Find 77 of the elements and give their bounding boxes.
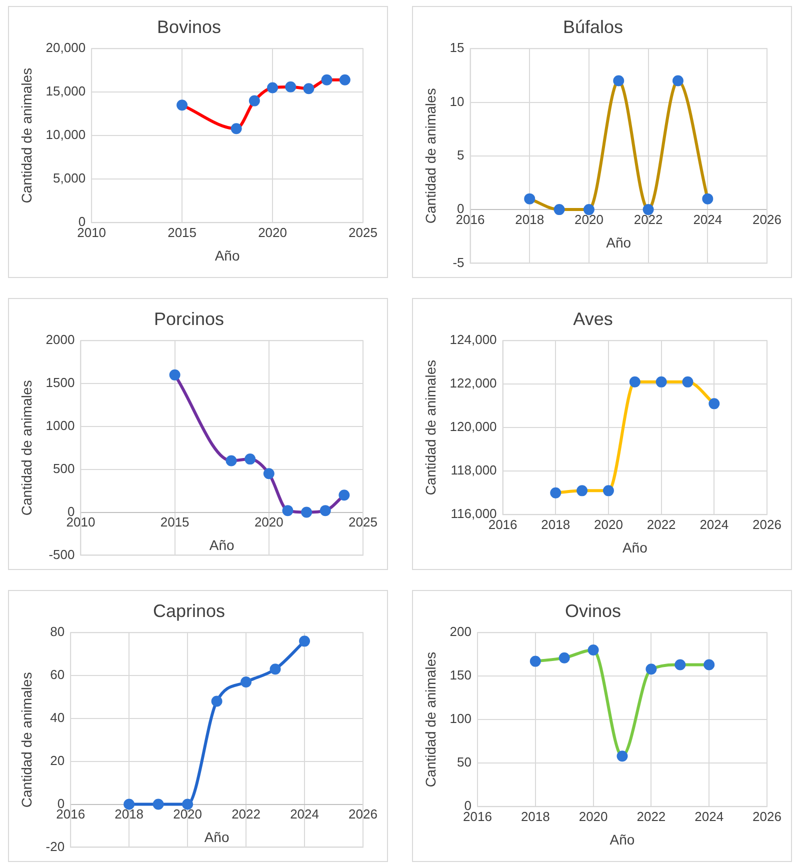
- x-tick-label: 2020: [594, 516, 623, 532]
- chart-title: Ovinos: [564, 600, 622, 621]
- x-axis-title: Año: [209, 537, 235, 554]
- y-tick-label: 10: [450, 94, 464, 109]
- chart-title: Caprinos: [152, 600, 226, 621]
- y-tick-label: 120,000: [450, 419, 497, 434]
- y-tick-label: -20: [46, 838, 65, 854]
- y-tick-label: -500: [48, 546, 75, 562]
- x-tick-label: 2015: [160, 514, 190, 530]
- x-tick-label: 2020: [173, 806, 202, 822]
- x-tick-label: 2020: [258, 224, 287, 240]
- x-axis-title: Año: [606, 234, 632, 250]
- y-tick-label: 122,000: [450, 376, 497, 391]
- x-tick-label: 2024: [290, 806, 319, 822]
- y-tick-label: 10,000: [46, 127, 86, 142]
- x-tick-label: 2018: [541, 516, 570, 532]
- x-tick-label: 2018: [114, 806, 144, 822]
- y-tick-label: 1000: [46, 418, 75, 434]
- y-tick-label: 150: [450, 668, 472, 683]
- x-axis-title: Año: [214, 247, 240, 264]
- x-tick-label: 2020: [578, 808, 608, 824]
- y-tick-label: 15,000: [46, 84, 86, 99]
- y-tick-label: 40: [50, 710, 65, 726]
- point: [270, 664, 281, 675]
- point: [124, 798, 135, 810]
- y-axis-title: Cantidad de animales: [422, 88, 438, 224]
- y-tick-label: 5: [457, 147, 464, 162]
- y-tick-label: 1500: [46, 375, 75, 390]
- point: [182, 798, 194, 810]
- y-tick-label: 50: [457, 754, 472, 770]
- y-tick-label: 60: [50, 667, 65, 682]
- x-tick-label: 2020: [574, 212, 604, 227]
- x-tick-label: 2024: [694, 808, 724, 824]
- x-tick-label: 2026: [348, 806, 378, 822]
- chart-title: Búfalos: [562, 16, 624, 37]
- y-tick-label: 124,000: [450, 332, 497, 348]
- x-tick-label: 2018: [520, 808, 550, 824]
- x-tick-label: 2022: [634, 212, 663, 227]
- x-axis-title: Año: [610, 831, 635, 848]
- x-tick-label: 2026: [752, 212, 782, 227]
- y-tick-label: 118,000: [450, 462, 497, 478]
- x-tick-label: 2015: [168, 224, 196, 240]
- x-tick-label: 2022: [636, 808, 666, 824]
- y-axis-title: Cantidad de animales: [422, 360, 438, 496]
- y-axis-title: Cantidad de animales: [422, 652, 438, 788]
- x-tick-label: 2024: [693, 212, 722, 227]
- y-tick-label: 5,000: [53, 170, 86, 186]
- y-axis-title: Cantidad de animales: [18, 380, 34, 516]
- x-tick-label: 2025: [348, 224, 378, 240]
- point: [299, 636, 310, 647]
- x-tick-label: 2022: [646, 516, 676, 532]
- y-axis-title: Cantidad de animales: [18, 672, 34, 808]
- y-axis-title: Cantidad de animales: [18, 68, 34, 204]
- x-tick-label: 2018: [515, 212, 544, 227]
- x-tick-label: 2025: [348, 514, 378, 530]
- x-tick-label: 2024: [700, 516, 729, 532]
- x-tick-label: 2020: [254, 514, 284, 530]
- y-tick-label: 2000: [46, 332, 75, 348]
- y-tick-label: 200: [450, 624, 472, 640]
- y-tick-label: 20,000: [46, 40, 86, 56]
- x-tick-label: 2022: [232, 806, 260, 822]
- y-tick-label: 15: [450, 40, 464, 56]
- x-axis-title: Año: [204, 829, 230, 846]
- chart-title: Porcinos: [154, 308, 224, 329]
- chart-title: Bovinos: [156, 16, 222, 37]
- y-tick-label: 100: [450, 711, 472, 726]
- x-tick-label: 2026: [752, 516, 782, 532]
- chart-title: Aves: [573, 308, 613, 329]
- point: [211, 696, 222, 707]
- y-tick-label: -5: [452, 254, 464, 270]
- y-tick-label: 500: [53, 460, 75, 476]
- x-axis-title: Año: [622, 539, 648, 556]
- point: [152, 798, 164, 810]
- y-tick-label: 20: [50, 752, 65, 768]
- point: [240, 676, 252, 688]
- y-tick-label: 80: [50, 624, 65, 640]
- x-tick-label: 2026: [752, 808, 782, 824]
